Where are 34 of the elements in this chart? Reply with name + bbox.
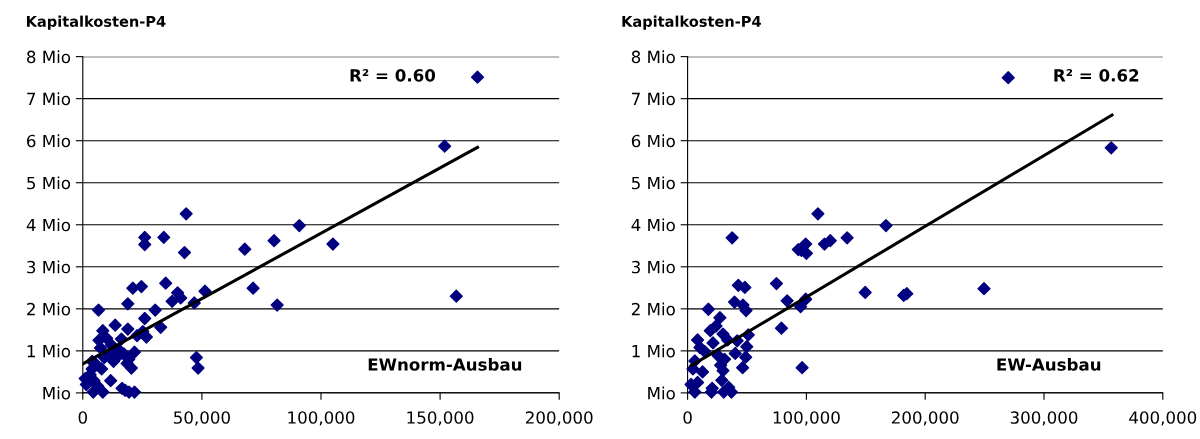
x-tick-label: 400,000 [1129,411,1197,426]
y-tick-label: Mio [648,386,675,400]
y-tick-label: 4 Mio [631,218,675,232]
x-tick-label: 200,000 [891,411,959,426]
y-tick-label: 1 Mio [27,344,71,358]
annotation: R² = 0.62 [1054,69,1139,82]
y-tick-label: 2 Mio [27,302,71,316]
y-tick-label: 3 Mio [27,260,71,274]
y-tick-label: 2 Mio [631,302,675,316]
x-tick-label: 150,000 [407,411,474,426]
y-axis-title: Kapitalkosten-P4 [26,15,166,30]
y-tick-label: 1 Mio [632,344,675,358]
y-tick-label: 5 Mio [27,176,71,190]
y-tick-label: 6 Mio [631,134,675,148]
x-tick-label: 100,000 [288,411,355,426]
y-tick-label: 5 Mio [631,176,675,190]
y-tick-label: 8 Mio [27,50,71,64]
y-tick-label: 7 Mio [27,92,71,106]
y-tick-label: 4 Mio [26,218,71,232]
y-axis-title: Kapitalkosten-P4 [622,15,761,30]
x-tick-label: 300,000 [1010,411,1078,426]
y-tick-label: 8 Mio [631,50,675,64]
y-tick-label: 7 Mio [632,92,675,106]
x-axis-title: EWnorm-Ausbau [368,357,522,371]
y-tick-label: 6 Mio [27,134,71,148]
x-axis-title: EW-Ausbau [997,357,1101,371]
x-tick-label: 0 [78,411,87,424]
x-tick-label: 0 [683,411,692,424]
y-tick-label: Mio [43,386,71,400]
annotation: R² = 0.60 [350,69,436,82]
y-tick-label: 3 Mio [631,260,675,274]
x-tick-label: 100,000 [773,411,840,426]
x-tick-label: 200,000 [525,411,593,426]
x-tick-label: 50,000 [174,411,230,426]
